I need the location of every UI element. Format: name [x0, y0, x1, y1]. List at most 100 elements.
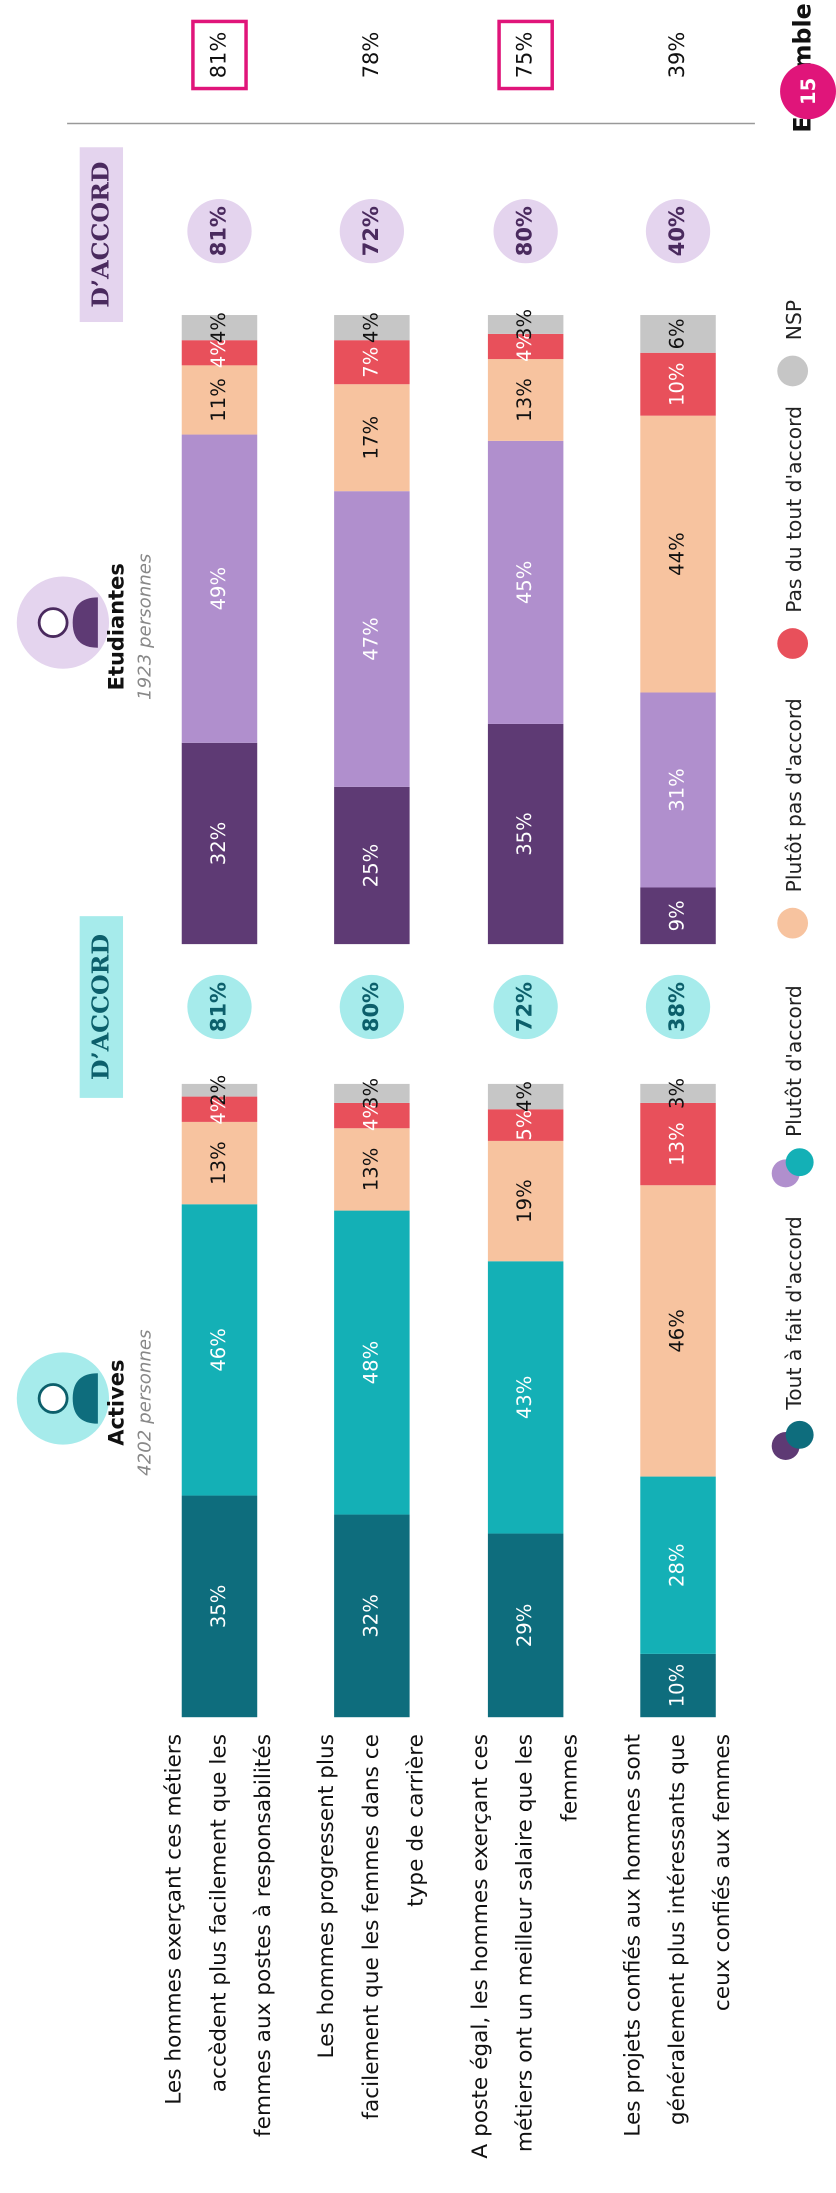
statement-line: Les hommes progressent plus	[314, 1734, 339, 2059]
segment-label: 17%	[359, 416, 382, 459]
bar-segment	[334, 1102, 410, 1129]
bar-segment	[487, 1083, 564, 1110]
segment-label: 2%	[207, 1075, 230, 1106]
bar-segment	[334, 340, 410, 385]
agree-label: 40%	[665, 206, 689, 256]
bar-segment	[640, 1476, 716, 1654]
segment-label: 4%	[359, 312, 382, 343]
legend-swatch	[777, 628, 809, 659]
statement-line: généralement plus intéressants que	[665, 1734, 690, 2125]
segment-label: 29%	[513, 1604, 536, 1647]
segment-label: 32%	[359, 1594, 382, 1637]
segment-label: 3%	[513, 309, 536, 340]
agree-circle	[645, 974, 711, 1040]
segment-label: 3%	[666, 1078, 689, 1109]
bar-segment	[181, 1096, 258, 1122]
bar-segment	[640, 415, 716, 693]
agree-label: 72%	[359, 206, 383, 256]
segment-label: 49%	[207, 567, 230, 610]
segment-label: 4%	[513, 1081, 536, 1112]
segment-label: 4%	[207, 1094, 230, 1125]
bar-segment	[334, 1128, 410, 1211]
segment-label: 46%	[666, 1309, 689, 1352]
segment-label: 19%	[513, 1179, 536, 1222]
segment-label: 6%	[666, 318, 689, 349]
agree-circle	[493, 198, 558, 264]
ensemble-value: 78%	[359, 32, 383, 79]
icon-body	[72, 1373, 98, 1424]
segment-label: 4%	[359, 1100, 382, 1131]
bar-segment	[487, 315, 564, 334]
bar-segment	[181, 1495, 258, 1718]
bar-segment	[181, 742, 258, 945]
legend-swatch	[777, 355, 809, 387]
agree-circle	[187, 198, 252, 264]
bar-segment	[487, 1533, 564, 1718]
icon-head	[37, 607, 69, 638]
segment-label: 13%	[207, 1141, 230, 1184]
segment-label: 47%	[359, 617, 382, 660]
bar-segment	[334, 384, 410, 492]
segment-label: 9%	[666, 900, 689, 931]
legend-swatch	[785, 1420, 814, 1449]
statement-line: Les projets confiés aux hommes sont	[620, 1734, 645, 2137]
agree-circle	[339, 974, 405, 1040]
legend-label: NSP	[782, 300, 806, 340]
bar-segment	[334, 1210, 410, 1515]
segment-label: 4%	[207, 312, 230, 343]
bar-segment	[487, 1109, 564, 1141]
badge-label: D’ACCORD	[87, 934, 115, 1080]
legend-label: Pas du tout d'accord	[782, 406, 806, 613]
bar-segment	[334, 786, 410, 945]
group-title: Actives	[104, 1360, 128, 1446]
bar-segment	[334, 1083, 410, 1103]
segment-label: 35%	[513, 812, 536, 855]
bar-segment	[181, 434, 258, 743]
ensemble-value: 81%	[206, 32, 230, 79]
bar-segment	[181, 1204, 258, 1496]
bar-segment	[640, 315, 716, 353]
bar-segment	[640, 1083, 716, 1103]
group-subtitle: 4202 personnes	[134, 1329, 155, 1476]
bar-segment	[487, 1261, 564, 1534]
agree-label: 81%	[206, 206, 230, 256]
segment-label: 13%	[666, 1122, 689, 1165]
agree-circle	[339, 198, 405, 264]
bar-segment	[487, 359, 564, 441]
statement-line: type de carrière	[404, 1734, 429, 1907]
bar-segment	[487, 440, 564, 724]
segment-label: 4%	[513, 331, 536, 362]
agree-label: 80%	[513, 206, 537, 256]
segment-label: 45%	[513, 561, 536, 604]
statement-line: femmes aux postes à responsabilités	[251, 1734, 276, 2137]
segment-label: 10%	[666, 1664, 689, 1707]
bar-segment	[334, 491, 410, 787]
statement-line: ceux confiés aux femmes	[710, 1734, 735, 2011]
statement-line: accèdent plus facilement que les	[206, 1734, 231, 2092]
page-badge	[780, 63, 836, 120]
segment-label: 43%	[513, 1376, 536, 1419]
segment-label: 10%	[666, 362, 689, 405]
group-title: Etudiantes	[104, 563, 128, 690]
segment-label: 11%	[207, 378, 230, 421]
legend-swatch	[777, 907, 809, 939]
segment-label: 3%	[359, 1078, 382, 1109]
bar-segment	[640, 692, 716, 888]
bar-segment	[181, 340, 258, 366]
icon-body	[72, 597, 98, 648]
segment-label: 7%	[359, 347, 382, 378]
segment-label: 13%	[359, 1148, 382, 1191]
bar-segment	[181, 315, 258, 341]
highlight-box	[497, 19, 554, 91]
bar-segment	[640, 887, 716, 945]
segment-label: 5%	[513, 1110, 536, 1141]
statement-line: facilement que les femmes dans ce	[359, 1734, 384, 2120]
badge-label: D’ACCORD	[87, 162, 115, 308]
statement-line: A poste égal, les hommes exerçant ces	[468, 1734, 493, 2159]
bar-segment	[487, 723, 564, 945]
bar-segment	[640, 1653, 716, 1718]
statement-line: métiers ont un meilleur salaire que les	[513, 1734, 538, 2152]
agree-label: 81%	[206, 982, 230, 1032]
